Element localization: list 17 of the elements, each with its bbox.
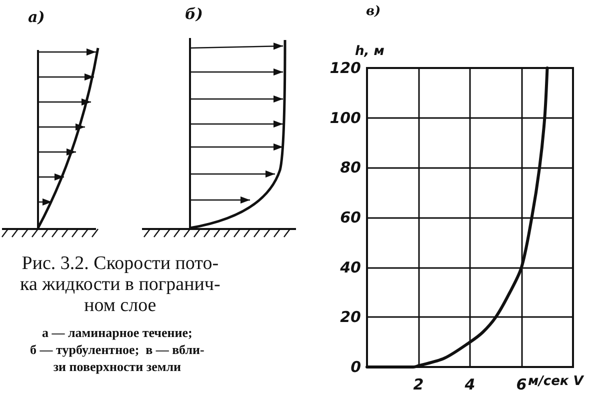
y-tick-label: 80 [340, 158, 361, 177]
x-tick-label: 6 [516, 376, 527, 394]
text: а) [28, 8, 45, 26]
y-tick-label: 100 [330, 108, 361, 127]
y-axis-title: h, м [355, 44, 385, 59]
y-tick-label: 20 [340, 308, 361, 326]
text: Рис. 3.2. Скорости пото- ка жидкости в погранич- ном слое [20, 253, 220, 316]
text: а — ламинарное течение; б — турбулентное; в — вбли- зи поверхности земли [30, 324, 204, 375]
text: в) [366, 4, 381, 19]
text: б) [185, 5, 203, 23]
y-tick-label: 60 [340, 208, 361, 226]
y-tick-label: 120 [330, 59, 361, 77]
x-tick-label: 2 [413, 376, 424, 394]
x-axis-title: м/сек V [528, 374, 584, 389]
y-tick-label: 40 [339, 258, 361, 276]
y-tick-label: 0 [350, 358, 361, 376]
x-tick-label: 4 [464, 376, 476, 394]
